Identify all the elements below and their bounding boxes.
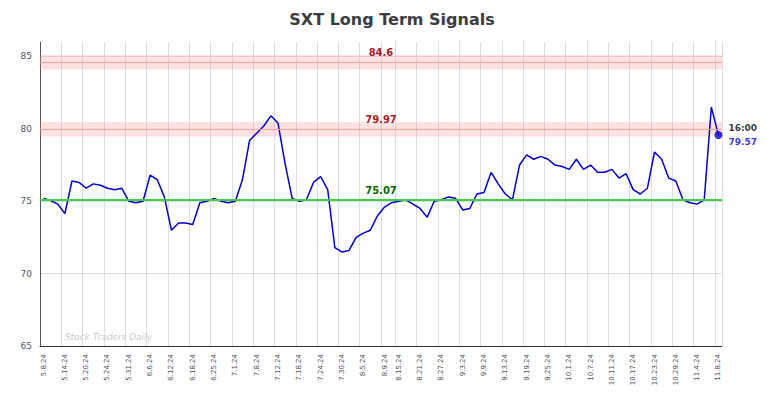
svg-text:9.13.24: 9.13.24 (501, 353, 509, 380)
svg-text:6.18.24: 6.18.24 (189, 353, 197, 380)
svg-text:7.24.24: 7.24.24 (317, 353, 325, 380)
svg-text:84.6: 84.6 (369, 47, 394, 58)
svg-text:9.3.24: 9.3.24 (459, 353, 467, 376)
svg-text:5.20.24: 5.20.24 (82, 353, 90, 380)
svg-text:Stock Traders Daily: Stock Traders Daily (65, 332, 153, 342)
svg-text:5.24.24: 5.24.24 (103, 353, 111, 380)
svg-text:8.27.24: 8.27.24 (437, 353, 445, 380)
svg-text:10.7.24: 10.7.24 (587, 353, 595, 380)
svg-text:6.25.24: 6.25.24 (210, 353, 218, 380)
svg-text:5.8.24: 5.8.24 (40, 353, 48, 376)
svg-text:9.19.24: 9.19.24 (523, 353, 531, 380)
svg-text:10.29.24: 10.29.24 (672, 353, 680, 385)
svg-text:5.31.24: 5.31.24 (125, 353, 133, 380)
svg-text:6.6.24: 6.6.24 (146, 353, 154, 376)
svg-text:75.07: 75.07 (365, 185, 397, 196)
svg-text:9.9.24: 9.9.24 (480, 353, 488, 376)
svg-text:10.1.24: 10.1.24 (565, 353, 573, 380)
svg-text:11.8.24: 11.8.24 (714, 353, 722, 380)
svg-text:80: 80 (21, 124, 33, 134)
svg-text:7.18.24: 7.18.24 (295, 353, 303, 380)
svg-text:75: 75 (21, 196, 32, 206)
svg-text:7.1.24: 7.1.24 (231, 353, 239, 376)
svg-text:8.9.24: 8.9.24 (381, 353, 389, 376)
svg-text:6.12.24: 6.12.24 (167, 353, 175, 380)
svg-text:8.21.24: 8.21.24 (416, 353, 424, 380)
svg-text:79.57: 79.57 (728, 137, 756, 147)
svg-text:70: 70 (21, 269, 33, 279)
svg-text:85: 85 (21, 51, 32, 61)
svg-text:7.30.24: 7.30.24 (338, 353, 346, 380)
svg-text:9.25.24: 9.25.24 (544, 353, 552, 380)
svg-text:8.5.24: 8.5.24 (359, 353, 367, 376)
svg-text:10.23.24: 10.23.24 (651, 353, 659, 385)
svg-text:16:00: 16:00 (728, 123, 757, 133)
svg-text:5.14.24: 5.14.24 (61, 353, 69, 380)
svg-text:7.12.24: 7.12.24 (274, 353, 282, 380)
svg-text:7.8.24: 7.8.24 (253, 353, 261, 376)
svg-text:10.11.24: 10.11.24 (608, 353, 616, 385)
svg-text:65: 65 (21, 341, 32, 351)
svg-text:8.15.24: 8.15.24 (395, 353, 403, 380)
svg-text:10.17.24: 10.17.24 (629, 353, 637, 385)
svg-text:SXT Long Term Signals: SXT Long Term Signals (289, 10, 494, 29)
svg-text:11.4.24: 11.4.24 (693, 353, 701, 380)
svg-text:79.97: 79.97 (365, 114, 397, 125)
